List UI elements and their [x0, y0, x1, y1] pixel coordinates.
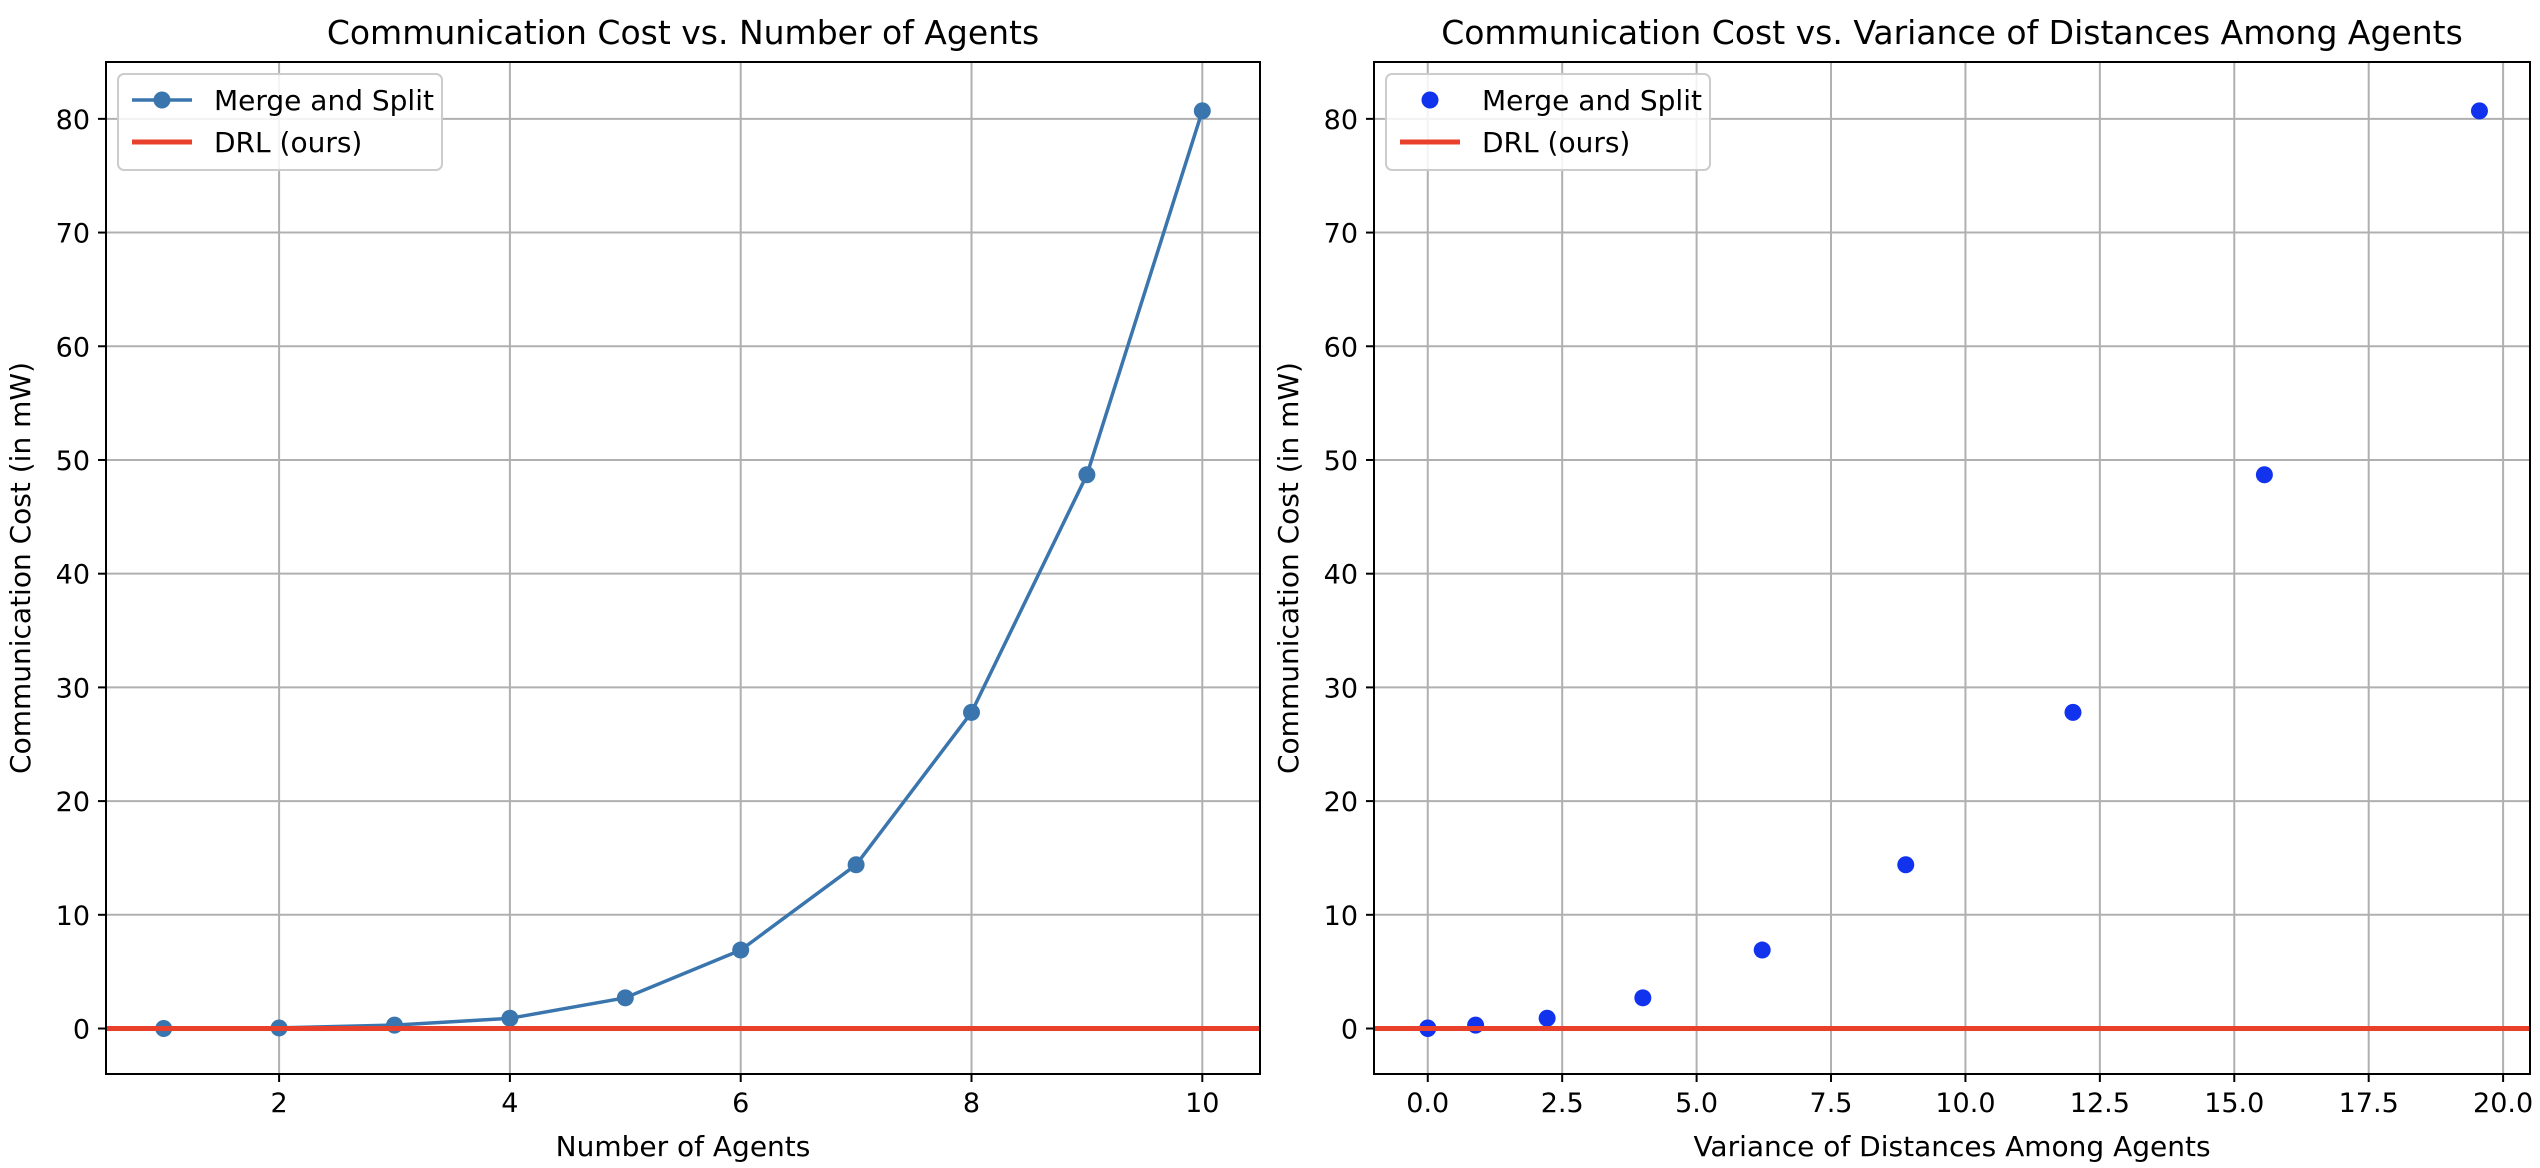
grid-lines [106, 62, 1260, 1074]
y-tick-label: 0 [1341, 1015, 1358, 1046]
chart-number-of-agents: 2 4 6 8 10 0 10 20 30 40 50 60 70 80 Communication Cos… [4, 13, 1261, 1163]
x-tick-label: 12.5 [2070, 1088, 2130, 1119]
data-point [386, 1016, 403, 1034]
data-point [963, 703, 980, 721]
x-tick-label: 4 [501, 1088, 518, 1119]
y-tick-label: 50 [56, 446, 90, 477]
data-point [847, 856, 865, 874]
data-point [2470, 102, 2488, 120]
series-merge-and-split [155, 102, 1211, 1038]
x-tick-label: 2.5 [1541, 1088, 1584, 1119]
x-tick-label: 0.0 [1406, 1088, 1449, 1119]
data-point [1897, 856, 1915, 874]
y-tick-label: 10 [56, 901, 90, 932]
legend: Merge and Split DRL (ours) [1385, 73, 1711, 171]
data-point [1634, 989, 1652, 1007]
chart-title: Communication Cost vs. Number of Agents [327, 13, 1039, 52]
y-tick-label: 70 [56, 219, 90, 250]
data-point [1538, 1009, 1556, 1027]
legend-label: DRL (ours) [214, 126, 362, 159]
y-tick-label: 50 [1324, 446, 1358, 477]
x-tick-label: 15.0 [2204, 1088, 2264, 1119]
x-tick-label: 2 [271, 1088, 288, 1119]
x-tick-label: 17.5 [2339, 1088, 2399, 1119]
x-tick-label: 7.5 [1810, 1088, 1853, 1119]
x-tick-label: 10.0 [1935, 1088, 1995, 1119]
x-tick-label: 8 [963, 1088, 980, 1119]
data-point [1753, 941, 1771, 959]
y-tick-label: 40 [1324, 560, 1358, 591]
data-point [732, 941, 750, 959]
data-point [2255, 466, 2273, 484]
legend-label: Merge and Split [1482, 84, 1702, 117]
y-tick-label: 20 [1324, 787, 1358, 818]
data-point [616, 989, 634, 1007]
y-tick-label: 60 [56, 332, 90, 363]
y-tick-label: 60 [1324, 332, 1358, 363]
legend-label: Merge and Split [214, 84, 434, 117]
axes-frame [105, 61, 1261, 1075]
legend-handle-marker [153, 91, 171, 109]
data-point [1193, 102, 1211, 120]
legend-label: DRL (ours) [1482, 126, 1630, 159]
y-tick-label: 80 [56, 105, 90, 136]
x-axis-label: Number of Agents [556, 1130, 811, 1163]
series-merge-and-split [1419, 102, 2488, 1038]
y-tick-label: 0 [73, 1015, 90, 1046]
y-tick-label: 10 [1324, 901, 1358, 932]
y-tick-label: 80 [1324, 105, 1358, 136]
x-axis-label: Variance of Distances Among Agents [1693, 1130, 2210, 1163]
data-point [501, 1009, 519, 1027]
y-axis-label: Communication Cost (in mW) [1272, 362, 1305, 774]
y-tick-label: 70 [1324, 219, 1358, 250]
legend: Merge and Split DRL (ours) [117, 73, 443, 171]
y-tick-label: 30 [56, 673, 90, 704]
data-point [1078, 466, 1096, 484]
y-tick-label: 40 [56, 560, 90, 591]
y-axis-label: Communication Cost (in mW) [4, 362, 37, 774]
legend-box [1385, 73, 1711, 171]
x-tick-label: 6 [732, 1088, 749, 1119]
grid-lines [1374, 62, 2530, 1074]
data-point [1467, 1016, 1485, 1034]
y-tick-label: 20 [56, 787, 90, 818]
axes-frame [1373, 61, 2531, 1075]
data-point [2064, 703, 2082, 721]
legend-handle-marker [1421, 91, 1439, 109]
x-tick-label: 20.0 [2473, 1088, 2533, 1119]
legend-box [117, 73, 443, 171]
x-tick-label: 10 [1185, 1088, 1219, 1119]
series-line-merge-and-split [163, 110, 1204, 1031]
y-tick-label: 30 [1324, 673, 1358, 704]
chart-title: Communication Cost vs. Variance of Dista… [1441, 13, 2463, 52]
x-tick-label: 5.0 [1675, 1088, 1718, 1119]
chart-variance-of-distances: 0.0 2.5 5.0 7.5 10.0 12.5 15.0 17.5 20.0 0 10 20 30 4… [1272, 13, 2533, 1163]
